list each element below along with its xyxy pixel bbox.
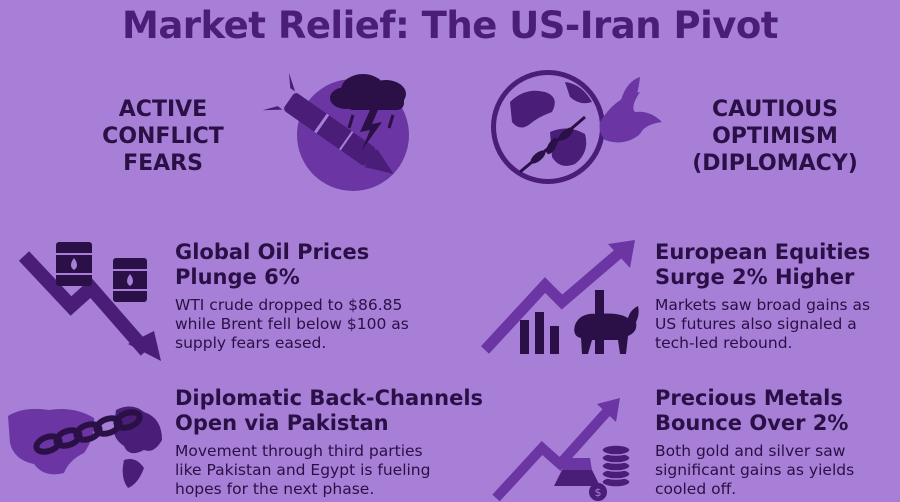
card-body: WTI crude dropped to $86.85 while Brent … bbox=[175, 296, 409, 352]
diplomatic-channels-card: Diplomatic Back-Channels Open via Pakist… bbox=[175, 386, 495, 499]
chained-maps-icon bbox=[8, 406, 162, 488]
oil-prices-card: Global Oil Prices Plunge 6% WTI crude dr… bbox=[175, 240, 475, 353]
missile-storm-icon bbox=[262, 72, 409, 191]
globe-dove-icon bbox=[491, 70, 662, 184]
card-heading: Global Oil Prices Plunge 6% bbox=[175, 240, 370, 289]
conflict-fears-label: ACTIVE CONFLICT FEARS bbox=[102, 97, 224, 176]
page-title: Market Relief: The US-Iran Pivot bbox=[122, 4, 778, 47]
european-equities-card: European Equities Surge 2% Higher Market… bbox=[655, 240, 895, 353]
precious-metals-card: Precious Metals Bounce Over 2% Both gold… bbox=[655, 386, 895, 499]
card-heading: European Equities Surge 2% Higher bbox=[655, 240, 871, 289]
gold-bars-coins-icon: $ bbox=[492, 398, 631, 502]
card-heading: Precious Metals Bounce Over 2% bbox=[655, 386, 849, 435]
oil-barrels-falling-chart-icon bbox=[18, 242, 161, 361]
bull-rising-chart-icon bbox=[480, 240, 639, 354]
card-heading: Diplomatic Back-Channels Open via Pakist… bbox=[175, 386, 484, 435]
card-body: Markets saw broad gains as US futures al… bbox=[655, 296, 871, 352]
card-body: Movement through third parties like Paki… bbox=[175, 442, 431, 498]
card-body: Both gold and silver saw significant gai… bbox=[655, 442, 855, 498]
svg-text:$: $ bbox=[595, 486, 602, 499]
cautious-optimism-label: CAUTIOUS OPTIMISM (DIPLOMACY) bbox=[692, 97, 858, 176]
